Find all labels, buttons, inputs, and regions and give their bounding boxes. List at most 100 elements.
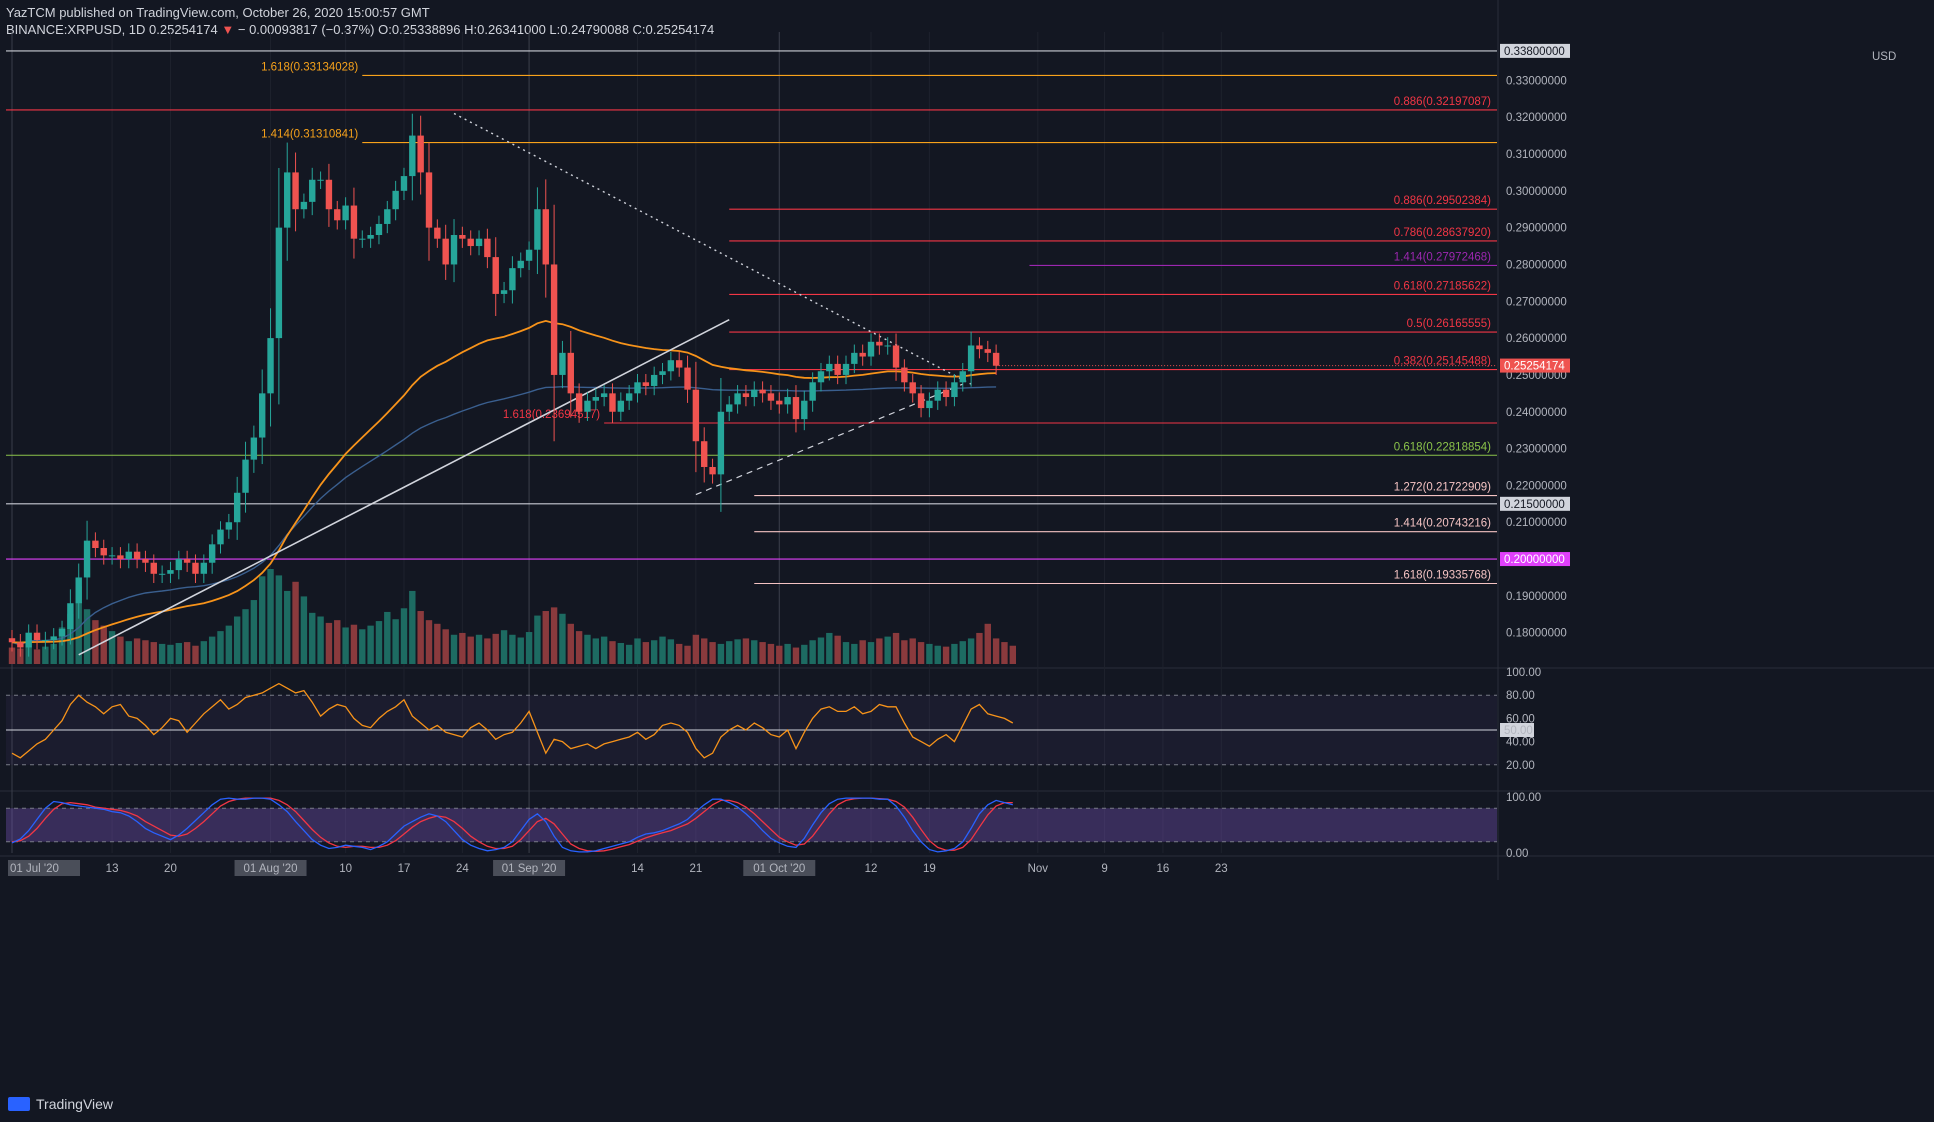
- volume-bar: [834, 635, 841, 664]
- candle-body: [309, 179, 316, 202]
- candle-body: [859, 352, 866, 357]
- rsi-axis-label: 100.00: [1506, 667, 1541, 679]
- candle-body: [901, 367, 908, 383]
- price-axis-label: 0.21000000: [1506, 517, 1567, 529]
- volume-bar: [917, 642, 925, 664]
- candle-body: [92, 540, 99, 549]
- symbol-name: BINANCE:XRPUSD, 1D: [6, 22, 146, 37]
- candle-body: [942, 389, 950, 398]
- time-axis-label: 14: [631, 863, 644, 875]
- rsi-axis-label: 50.00: [1504, 725, 1533, 737]
- candle-body: [851, 352, 858, 364]
- volume-bar: [534, 615, 541, 664]
- volume-bar: [926, 643, 933, 664]
- stoch-axis-label: 100.00: [1506, 792, 1541, 804]
- volume-bar: [467, 636, 474, 664]
- candle-body: [267, 338, 274, 394]
- volume-bar: [108, 631, 116, 664]
- candle-body: [726, 404, 733, 412]
- candle-body: [233, 492, 241, 523]
- candle-body: [67, 603, 74, 630]
- fib-level-label: 0.382(0.25145488): [1394, 356, 1491, 368]
- candle-body: [934, 389, 941, 401]
- candle-body: [58, 629, 66, 637]
- volume-bar: [292, 581, 299, 664]
- time-axis-label: 19: [923, 863, 936, 875]
- candle-body: [475, 238, 483, 247]
- price-axis-label: 0.29000000: [1506, 223, 1567, 235]
- volume-bar: [233, 616, 241, 664]
- candle-body: [600, 393, 608, 398]
- volume-bar: [92, 620, 99, 664]
- volume-bar: [550, 607, 558, 664]
- time-axis-tag: [8, 860, 80, 876]
- fib-level-label: 1.414(0.27972468): [1394, 251, 1491, 263]
- candle-body: [659, 371, 666, 375]
- volume-bar: [259, 576, 266, 664]
- volume-bars: [8, 569, 1016, 664]
- candle-body: [434, 227, 441, 239]
- price-axis-label: 0.33000000: [1506, 75, 1567, 87]
- volume-bar: [83, 609, 91, 664]
- candle-body: [484, 238, 491, 258]
- volume-bar: [617, 642, 625, 664]
- last-price-value: 0.25254174: [149, 22, 218, 37]
- fib-level-label: 1.414(0.31310841): [261, 129, 358, 141]
- volume-bar: [992, 638, 1000, 664]
- fib-level-label: 0.786(0.28637920): [1394, 227, 1491, 239]
- price-axis-label: 0.26000000: [1506, 333, 1567, 345]
- candle-body: [250, 437, 258, 460]
- price-tag: [1500, 43, 1570, 58]
- candle-body: [717, 411, 725, 475]
- candle-body: [876, 341, 883, 346]
- price-levels: 0.33800000 1.618(0.33134028) 0.886(0.32197…: [6, 43, 1570, 585]
- volume-bar: [817, 637, 825, 664]
- candle-body: [158, 573, 166, 575]
- volume-bar: [559, 613, 566, 664]
- candle-body: [759, 389, 766, 394]
- candle-body: [200, 562, 208, 574]
- candle-body: [867, 341, 875, 357]
- tradingview-logo-icon: [8, 1097, 30, 1111]
- candle-body: [892, 345, 900, 368]
- volume-bar: [284, 590, 291, 664]
- candle-body: [776, 400, 783, 405]
- candle-body: [609, 393, 616, 412]
- volume-bar: [33, 649, 41, 664]
- price-axis-label: 0.31000000: [1506, 149, 1567, 161]
- rsi-axis-label: 40.00: [1506, 737, 1535, 749]
- volume-bar: [876, 638, 883, 664]
- volume-bar: [642, 642, 650, 664]
- volume-bar: [175, 642, 182, 664]
- candle-body: [909, 382, 916, 394]
- candle-body: [400, 176, 408, 191]
- volume-bar: [692, 634, 700, 664]
- descending-trend-line: [453, 112, 972, 385]
- fib-level-label: 1.272(0.21722909): [1394, 482, 1491, 494]
- candle-body: [842, 363, 850, 375]
- candle-body: [826, 363, 833, 372]
- volume-bar: [450, 634, 458, 664]
- volume-bar: [734, 639, 741, 664]
- candle-body: [425, 172, 433, 228]
- candle-body: [392, 190, 399, 210]
- candle-body: [967, 345, 975, 372]
- fib-level-label: 0.618(0.22818854): [1394, 441, 1491, 453]
- time-axis-label: 13: [106, 863, 119, 875]
- candle-body: [575, 393, 583, 412]
- volume-bar: [759, 642, 766, 664]
- volume-bar: [442, 629, 449, 664]
- stoch-pane: 100.00 0.00: [6, 792, 1541, 860]
- candle-body: [567, 352, 574, 394]
- volume-bar: [359, 629, 366, 664]
- volume-bar: [634, 638, 641, 664]
- candle-body: [676, 360, 683, 368]
- volume-bar: [425, 620, 433, 664]
- time-axis-label: 12: [865, 863, 878, 875]
- candle-body: [375, 223, 383, 236]
- volume-bar: [892, 632, 900, 664]
- candle-body: [550, 264, 558, 375]
- candle-body: [992, 352, 1000, 366]
